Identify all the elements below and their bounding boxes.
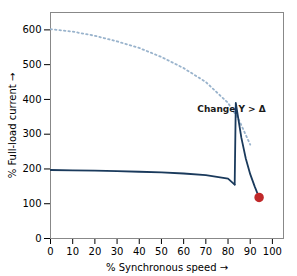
svg-text:Change Y > Δ: Change Y > Δ [197, 104, 265, 114]
svg-text:60: 60 [177, 246, 190, 257]
svg-text:200: 200 [22, 163, 41, 174]
svg-text:90: 90 [244, 246, 257, 257]
svg-text:500: 500 [22, 59, 41, 70]
svg-text:% Synchronous speed →: % Synchronous speed → [106, 262, 228, 273]
svg-text:300: 300 [22, 128, 41, 139]
svg-text:600: 600 [22, 24, 41, 35]
svg-text:10: 10 [66, 246, 79, 257]
svg-text:100: 100 [263, 246, 282, 257]
svg-text:30: 30 [111, 246, 124, 257]
svg-text:400: 400 [22, 94, 41, 105]
svg-text:20: 20 [89, 246, 102, 257]
svg-text:40: 40 [133, 246, 146, 257]
svg-text:0: 0 [35, 233, 41, 244]
svg-text:100: 100 [22, 198, 41, 209]
svg-text:70: 70 [199, 246, 212, 257]
svg-text:80: 80 [222, 246, 235, 257]
svg-text:0: 0 [47, 246, 53, 257]
svg-text:% Full-load current →: % Full-load current → [7, 73, 18, 179]
svg-text:50: 50 [155, 246, 168, 257]
